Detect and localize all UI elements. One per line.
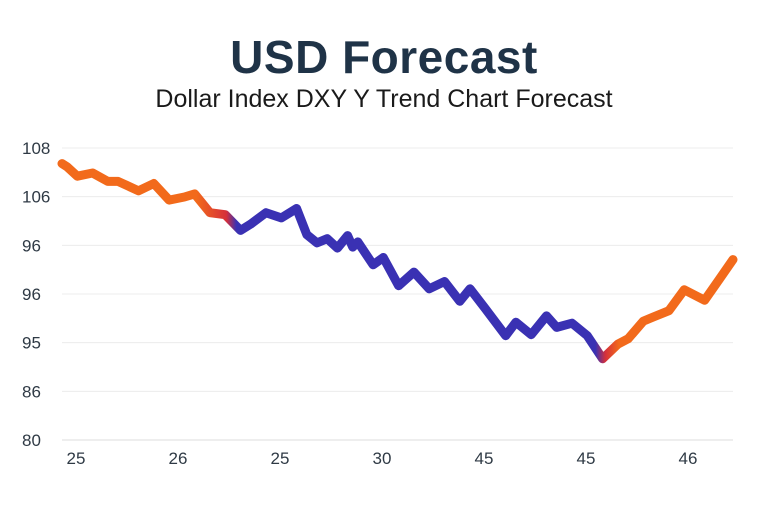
y-axis-ticks: 108 106 96 96 95 86 80 (22, 139, 50, 450)
y-tick-label: 108 (22, 139, 50, 158)
x-tick-label: 46 (679, 449, 698, 468)
x-tick-label: 45 (475, 449, 494, 468)
y-tick-label: 96 (22, 236, 41, 255)
x-tick-label: 25 (67, 449, 86, 468)
y-tick-label: 95 (22, 334, 41, 353)
y-tick-label: 106 (22, 188, 50, 207)
x-tick-label: 26 (169, 449, 188, 468)
x-tick-label: 25 (271, 449, 290, 468)
x-axis-ticks: 25 26 25 30 45 45 46 (67, 449, 698, 468)
series-line (57, 159, 738, 364)
x-tick-label: 45 (577, 449, 596, 468)
y-tick-label: 96 (22, 285, 41, 304)
chart-subtitle: Dollar Index DXY Y Trend Chart Forecast (155, 85, 613, 113)
dxy-trend-line (57, 159, 738, 364)
y-tick-label: 80 (22, 431, 41, 450)
gridlines (62, 147, 733, 441)
y-tick-label: 86 (22, 382, 41, 401)
x-tick-label: 30 (373, 449, 392, 468)
chart-title: USD Forecast (230, 31, 538, 83)
